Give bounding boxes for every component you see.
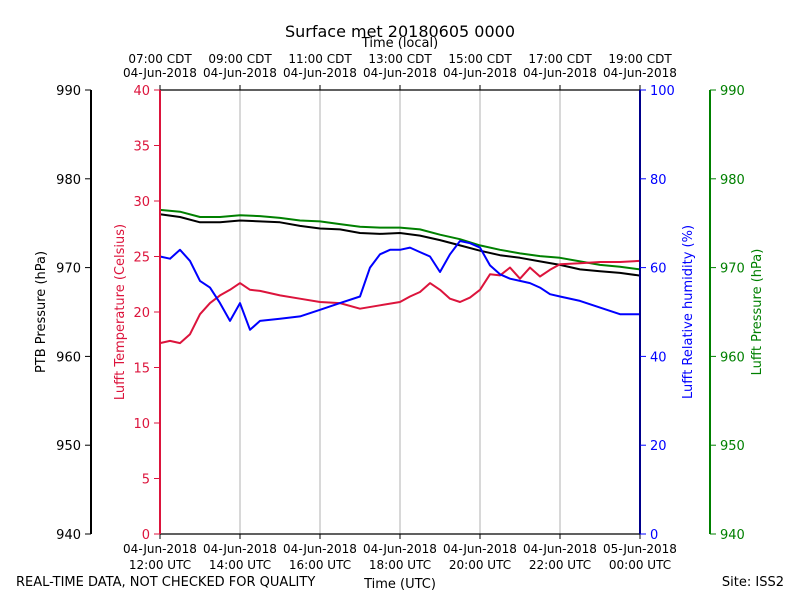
bottom-tick-time: 20:00 UTC	[449, 558, 511, 572]
rh-tick-label: 0	[650, 528, 658, 543]
gridlines	[239, 90, 561, 534]
temp-tick-label: 10	[133, 417, 150, 432]
temp-tick-label: 0	[142, 528, 150, 543]
top-tick-time: 15:00 CDT	[448, 52, 512, 66]
series-line-lufft-pressure	[159, 208, 641, 271]
bottom-tick-time: 14:00 UTC	[209, 558, 271, 572]
quality-disclaimer: REAL-TIME DATA, NOT CHECKED FOR QUALITY	[16, 575, 316, 590]
bottom-tick-time: 00:00 UTC	[609, 558, 671, 572]
top-tick-date: 04-Jun-2018	[123, 66, 197, 80]
lp-tick-label: 960	[720, 350, 745, 365]
temp-tick-label: 40	[133, 84, 150, 99]
top-tick-time: 09:00 CDT	[208, 52, 272, 66]
rh-axis-title: Lufft Relative humidity (%)	[681, 225, 696, 399]
lp-tick-label: 990	[720, 84, 745, 99]
series-line-lufft-relative-humidity	[159, 240, 640, 331]
bottom-tick-date: 04-Jun-2018	[363, 542, 437, 556]
temp-tick-label: 25	[133, 251, 150, 266]
bottom-tick-date: 04-Jun-2018	[443, 542, 517, 556]
bottom-tick-time: 16:00 UTC	[289, 558, 351, 572]
ptb-axis-title: PTB Pressure (hPa)	[34, 251, 49, 373]
rh-tick-label: 60	[650, 262, 667, 277]
ptb-tick-label: 950	[56, 439, 81, 454]
top-tick-time: 11:00 CDT	[288, 52, 352, 66]
x-axis-title: Time (UTC)	[363, 577, 436, 592]
rh-tick-label: 80	[650, 173, 667, 188]
rh-tick-label: 40	[650, 350, 667, 365]
site-label: Site: ISS2	[721, 575, 784, 590]
temp-axis-title: Lufft Temperature (Celsius)	[113, 224, 128, 400]
top-tick-date: 04-Jun-2018	[603, 66, 677, 80]
ptb-tick-label: 990	[56, 84, 81, 99]
chart-title: Surface met 20180605 0000	[285, 22, 515, 41]
bottom-tick-time: 18:00 UTC	[369, 558, 431, 572]
bottom-tick-date: 04-Jun-2018	[523, 542, 597, 556]
top-tick-date: 04-Jun-2018	[203, 66, 277, 80]
temp-tick-label: 5	[142, 473, 150, 488]
top-tick-time: 13:00 CDT	[368, 52, 432, 66]
top-tick-date: 04-Jun-2018	[363, 66, 437, 80]
rh-tick-label: 100	[650, 84, 675, 99]
top-tick-time: 17:00 CDT	[528, 52, 592, 66]
lp-tick-label: 940	[720, 528, 745, 543]
top-tick-date: 04-Jun-2018	[283, 66, 357, 80]
bottom-tick-date: 04-Jun-2018	[283, 542, 357, 556]
lp-tick-label: 980	[720, 173, 745, 188]
top-tick-time: 19:00 CDT	[608, 52, 672, 66]
top-axis-label: Time (local)	[361, 36, 438, 51]
ptb-tick-label: 960	[56, 350, 81, 365]
series-layer	[159, 208, 641, 345]
ptb-tick-label: 980	[56, 173, 81, 188]
temp-tick-label: 20	[133, 306, 150, 321]
lp-tick-label: 970	[720, 262, 745, 277]
rh-tick-label: 20	[650, 439, 667, 454]
bottom-tick-date: 04-Jun-2018	[123, 542, 197, 556]
bottom-tick-date: 05-Jun-2018	[603, 542, 677, 556]
bottom-tick-time: 22:00 UTC	[529, 558, 591, 572]
temp-tick-label: 35	[133, 140, 150, 155]
ptb-tick-label: 940	[56, 528, 81, 543]
lp-axis-title: Lufft Pressure (hPa)	[750, 249, 765, 376]
lp-tick-label: 950	[720, 439, 745, 454]
temp-tick-label: 15	[133, 362, 150, 377]
top-tick-date: 04-Jun-2018	[443, 66, 517, 80]
bottom-tick-time: 12:00 UTC	[129, 558, 191, 572]
temp-tick-label: 30	[133, 195, 150, 210]
bottom-tick-date: 04-Jun-2018	[203, 542, 277, 556]
series-line-lufft-temperature	[159, 259, 641, 345]
top-tick-time: 07:00 CDT	[128, 52, 192, 66]
ptb-tick-label: 970	[56, 262, 81, 277]
top-tick-date: 04-Jun-2018	[523, 66, 597, 80]
